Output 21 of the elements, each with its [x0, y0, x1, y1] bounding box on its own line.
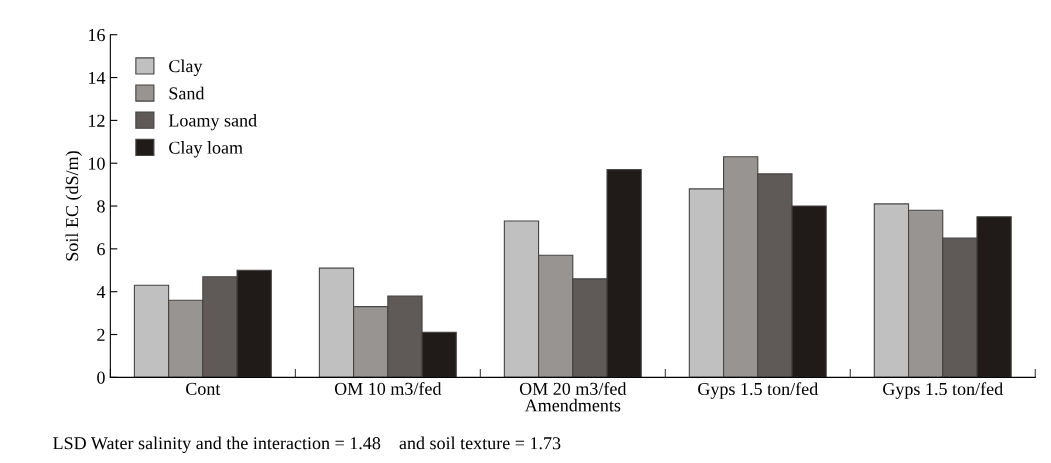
legend-label: Clay loam — [169, 141, 243, 158]
x-tick-label: OM 10 m3/fed — [334, 382, 442, 395]
text: LSD Water salinity and the interaction = 1.48 and soil texture = 1.73 — [53, 436, 561, 454]
y-tick-label: 14 — [89, 71, 106, 84]
y-axis-title: Soil EC (dS/m) — [65, 151, 82, 261]
y-tick-label: 4 — [96, 286, 106, 298]
x-axis-title: Amendments — [524, 398, 621, 412]
y-tick-label: 6 — [97, 243, 105, 256]
y-tick-label: 2 — [97, 328, 105, 341]
x-tick-label: Gyps 1.5 ton/fed — [883, 382, 1003, 399]
x-tick-label: Cont — [186, 382, 221, 395]
x-tick-label: Gyps 1.5 ton/fed — [698, 382, 818, 399]
legend-label: Clay — [169, 59, 203, 76]
y-tick-label: 10 — [89, 157, 105, 170]
x-tick-label: OM 20 m3/fed — [519, 382, 627, 395]
y-tick-label: 0 — [97, 371, 105, 384]
y-tick-label: 12 — [89, 114, 105, 127]
y-tick-label: 16 — [89, 29, 105, 42]
legend-label: Loamy sand — [168, 113, 257, 131]
y-tick-label: 8 — [97, 200, 105, 213]
legend-label: Sand — [169, 86, 205, 100]
